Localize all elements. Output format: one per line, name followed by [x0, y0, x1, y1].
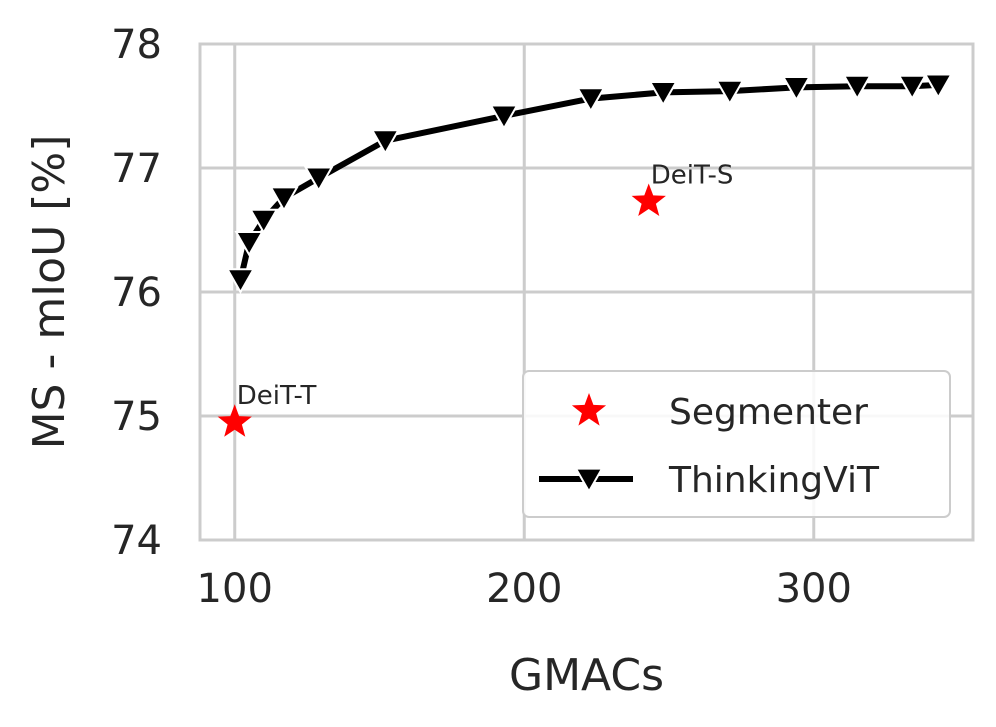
thinkingvit-point [370, 129, 401, 156]
y-tick-label: 77 [111, 146, 162, 192]
thinkingvit-point [303, 166, 334, 193]
thinkingvit-point [234, 231, 264, 257]
thinkingvit-point [248, 208, 279, 235]
legend-star-swatch [571, 393, 607, 426]
x-tick-label: 100 [197, 566, 273, 612]
y-tick-label: 75 [111, 394, 162, 440]
plot-frame [198, 42, 975, 542]
thinkingvit-point [225, 268, 256, 295]
thinkingvit-point [715, 79, 745, 106]
segmenter-point-label: DeiT-S [651, 160, 734, 190]
legend-label: ThinkingViT [668, 460, 880, 501]
thinkingvit-point [576, 87, 606, 113]
segmenter-point [631, 183, 666, 216]
x-tick-label: 300 [776, 566, 852, 612]
x-tick-label: 200 [486, 566, 562, 612]
y-tick-label: 74 [111, 518, 162, 564]
thinkingvit-point [923, 73, 954, 100]
thinkingvit-point [269, 186, 299, 213]
y-axis-label: MS - mIoU [%] [24, 135, 75, 450]
thinkingvit-point [648, 81, 678, 107]
series-layer: DeiT-T DeiT-S [217, 73, 954, 437]
legend-triangle-swatch [574, 467, 604, 494]
thinkingvit-point [897, 74, 927, 101]
thinkingvit-point [842, 74, 872, 101]
y-tick-label: 78 [111, 22, 162, 68]
legend: Segmenter ThinkingViT [522, 370, 951, 518]
series-line-thinkingvit [237, 81, 939, 281]
x-axis-label: GMACs [509, 650, 664, 701]
tick-labels: 100 200 300 74 75 76 77 78 [111, 22, 852, 612]
y-tick-label: 76 [111, 270, 162, 316]
legend-label: Segmenter [669, 392, 868, 433]
thinkingvit-point [781, 76, 812, 102]
thinkingvit-point [489, 104, 519, 131]
segmenter-point-label: DeiT-T [237, 381, 317, 411]
segmenter-point [217, 404, 252, 437]
